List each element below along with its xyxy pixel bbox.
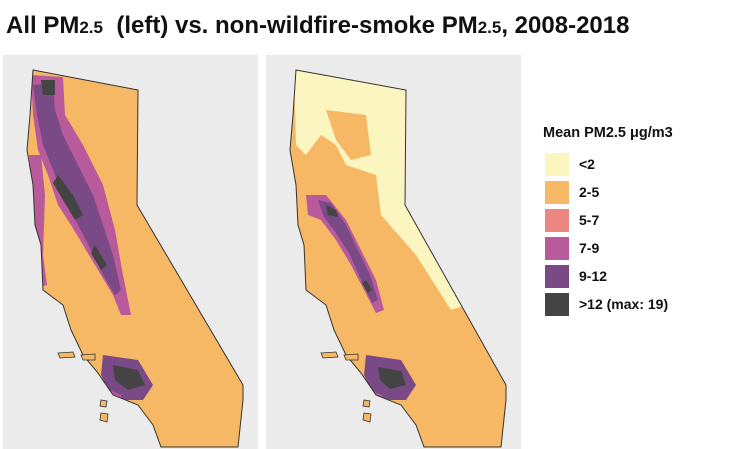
map-panel-all-pm25 [3,55,258,449]
legend-label: <2 [579,156,595,172]
legend-label: 2-5 [579,184,600,200]
legend-label: >12 (max: 19) [579,296,669,312]
legend-swatch [545,152,569,176]
california-map-all-pm25 [26,69,244,448]
legend-label: 7-9 [579,240,600,256]
legend-title: Mean PM2.5 μg/m3 [543,125,673,141]
figure-title: All PM2.5 (left) vs. non-wildfire-smoke … [6,12,629,40]
pm25-la-core [113,365,145,390]
california-map-non-smoke-pm25 [289,69,507,448]
legend-swatch [545,236,569,260]
california-outline-right [289,69,507,448]
pm25-region-over-12-right [326,205,372,293]
title-part-2: (left) vs. non-wildfire-smoke PM [102,12,478,39]
legend-swatch [545,264,569,288]
legend-item: 2-5 [543,178,673,206]
title-subscript-2: 2.5 [477,18,502,37]
california-outline [26,69,244,448]
title-subscript-1: 2.5 [79,18,103,37]
map-legend: Mean PM2.5 μg/m3 <2 2-5 5-7 7-9 9-12 >12… [543,125,673,318]
pm25-la-core-right [378,367,406,389]
legend-item: 9-12 [543,262,673,290]
title-part-3: , 2008-2018 [501,12,630,39]
pm25-north-patch [326,110,371,160]
legend-item: 7-9 [543,234,673,262]
legend-label: 5-7 [579,212,600,228]
legend-item: >12 (max: 19) [543,290,673,318]
channel-islands [57,351,109,423]
channel-islands-right [320,351,372,423]
legend-label: 9-12 [579,268,608,284]
map-panel-non-smoke-pm25 [266,55,521,449]
pm25-region-9-12 [33,83,121,295]
legend-swatch [545,208,569,232]
legend-swatch [545,292,569,316]
legend-item: 5-7 [543,206,673,234]
legend-items: <2 2-5 5-7 7-9 9-12 >12 (max: 19) [543,150,673,318]
pm25-region-9-12-right [318,200,378,303]
title-part-1: All PM [6,12,80,39]
legend-item: <2 [543,150,673,178]
legend-swatch [545,180,569,204]
